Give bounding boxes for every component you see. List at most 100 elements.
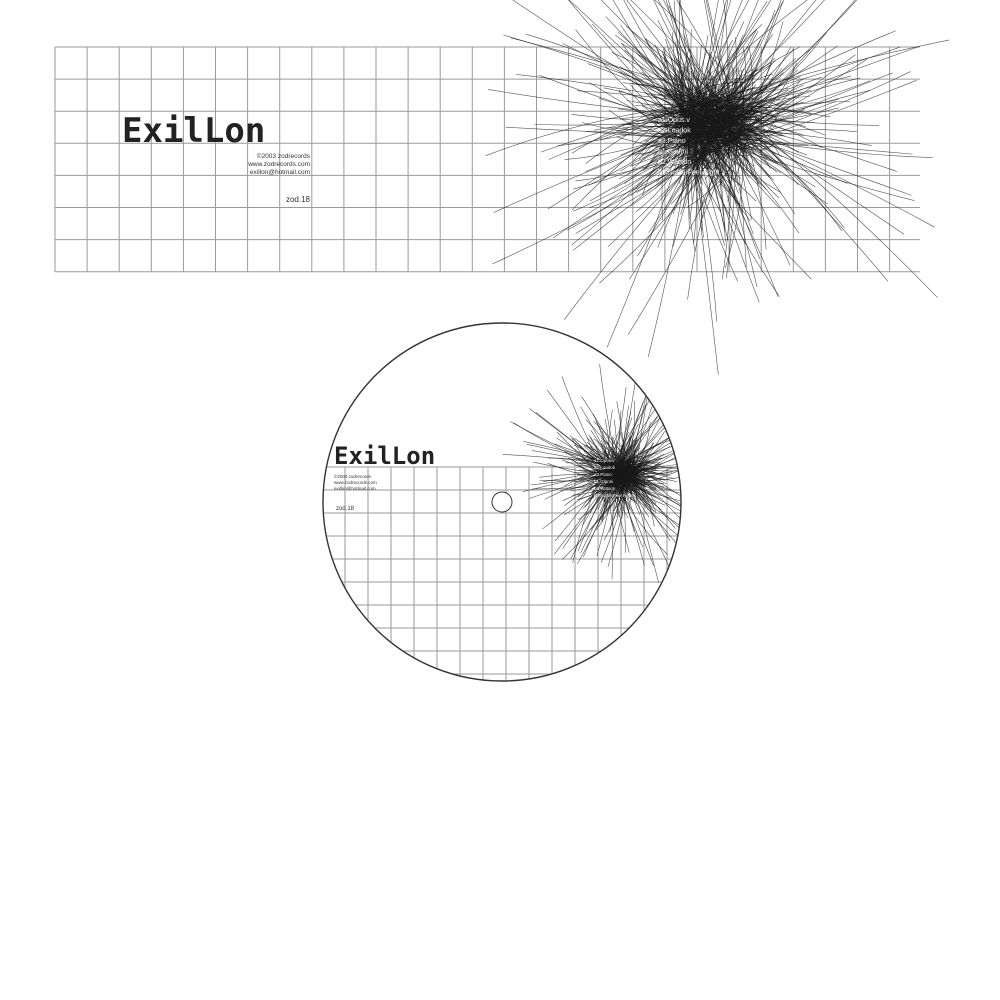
scribble-stroke (597, 442, 681, 564)
scribble-stroke (603, 450, 614, 531)
scribble-stroke (664, 0, 759, 211)
scribble-stroke (600, 443, 630, 553)
scribble-stroke (626, 0, 774, 181)
scribble-stroke (668, 47, 706, 162)
credit-line: exillon@hotmail.com (334, 486, 376, 491)
scribble-stroke (649, 107, 839, 127)
scribble-stroke (563, 57, 796, 320)
scribble-stroke (724, 95, 760, 124)
scribble-stroke (609, 432, 634, 494)
scribble-stroke (571, 114, 746, 124)
scribble-stroke (687, 75, 697, 138)
tracklist: a1.Opus.v a2.Loadok a3.Piano b1.Glanni b2.Wa… (594, 458, 634, 498)
scribble-stroke (663, 109, 693, 145)
vinyl-label: ExilLon ©2003 zodrecords www.zodrecords.… (322, 322, 682, 682)
scribble-stroke (604, 472, 647, 479)
scribble-stroke (690, 31, 827, 147)
track-title: a1.Opus.v (658, 117, 690, 124)
scribble-stroke (590, 430, 669, 566)
scribble-stroke (629, 39, 762, 280)
scribble-stroke (666, 80, 917, 169)
scribble-stroke (617, 440, 674, 500)
scribble-stroke (668, 5, 721, 179)
scribble-stroke (595, 446, 668, 555)
scribble-drawing (485, 0, 950, 375)
scribble-stroke (604, 462, 623, 502)
scribble-stroke (726, 37, 738, 279)
scribble-stroke (715, 97, 778, 120)
scribble-stroke (599, 387, 627, 522)
scribble-stroke (640, 76, 822, 162)
scribble-stroke (657, 94, 733, 124)
scribble-stroke (691, 129, 857, 148)
scribble-stroke (635, 83, 714, 120)
scribble-stroke (653, 28, 758, 156)
grid (54, 46, 920, 273)
scribble-stroke (599, 476, 622, 492)
scribble-stroke (686, 9, 776, 162)
scribble-stroke (705, 0, 752, 220)
track-title: b2.Watson (658, 159, 691, 166)
scribble-stroke (526, 444, 675, 479)
scribble-stroke (618, 427, 659, 583)
scribble-stroke (614, 405, 629, 495)
scribble-stroke (587, 476, 678, 482)
scribble-stroke (659, 133, 749, 157)
credit-line: exillon@hotmail.com (250, 169, 310, 176)
scribble-stroke (622, 450, 629, 502)
scribble-stroke (632, 0, 858, 191)
scribble-stroke (573, 444, 681, 526)
scribble-stroke (493, 101, 787, 213)
scribble-stroke (576, 90, 771, 116)
scribble-stroke (685, 80, 728, 136)
scribble-stroke (586, 441, 620, 494)
tracklist: a1.Opus.v a2.Loadok a3.Piano b1.Glanni b2.Wa… (658, 117, 720, 177)
scribble-stroke (617, 31, 778, 173)
scribble-stroke (686, 109, 702, 152)
scribble-stroke (728, 121, 740, 182)
scribble-stroke (713, 105, 733, 175)
track-title: b2.Watson (594, 486, 616, 491)
scribble-stroke (683, 0, 743, 207)
scribble-stroke (685, 0, 785, 186)
scribble-stroke (596, 444, 623, 557)
scribble-stroke (685, 102, 753, 133)
scribble-stroke (556, 437, 658, 499)
scribble-stroke (631, 76, 747, 151)
scribble-stroke (642, 0, 772, 172)
scribble-stroke (672, 69, 761, 259)
scribble-stroke (657, 75, 852, 139)
scribble-stroke (594, 463, 681, 530)
scribble-stroke (657, 100, 742, 177)
scribble-stroke (701, 70, 718, 231)
scribble-stroke (585, 85, 721, 164)
scribble-stroke (724, 81, 738, 141)
track-title: b1.Glanni (594, 479, 613, 484)
spindle-hole (491, 491, 513, 513)
scribble-stroke (580, 442, 638, 554)
scribble-stroke (516, 74, 806, 127)
scribble-stroke (603, 464, 615, 484)
scribble-stroke (608, 459, 639, 491)
scribble-stroke (651, 105, 718, 127)
track-title: b3.Noise Feel Right (594, 493, 634, 498)
scribble-stroke (627, 62, 773, 335)
scribble-stroke (621, 453, 628, 513)
scribble-stroke (595, 385, 681, 501)
scribble-stroke (606, 406, 653, 511)
scribble-stroke (657, 0, 732, 185)
scribble-stroke (725, 75, 747, 268)
scribble-stroke (593, 46, 901, 131)
scribble-stroke (603, 87, 730, 148)
artist-logo: ExilLon (122, 111, 265, 151)
track-title: a1.Opus.v (594, 458, 615, 463)
scribble-stroke (577, 470, 676, 476)
scribble-stroke (661, 109, 746, 154)
scribble-stroke (692, 95, 811, 115)
scribble-stroke (704, 21, 784, 180)
scribble-stroke (676, 68, 758, 145)
sleeve-artwork: ExilLon ©2003 zodrecords www.zodrecords.… (54, 0, 950, 375)
scribble-stroke (630, 0, 799, 186)
scribble-stroke (683, 70, 791, 266)
